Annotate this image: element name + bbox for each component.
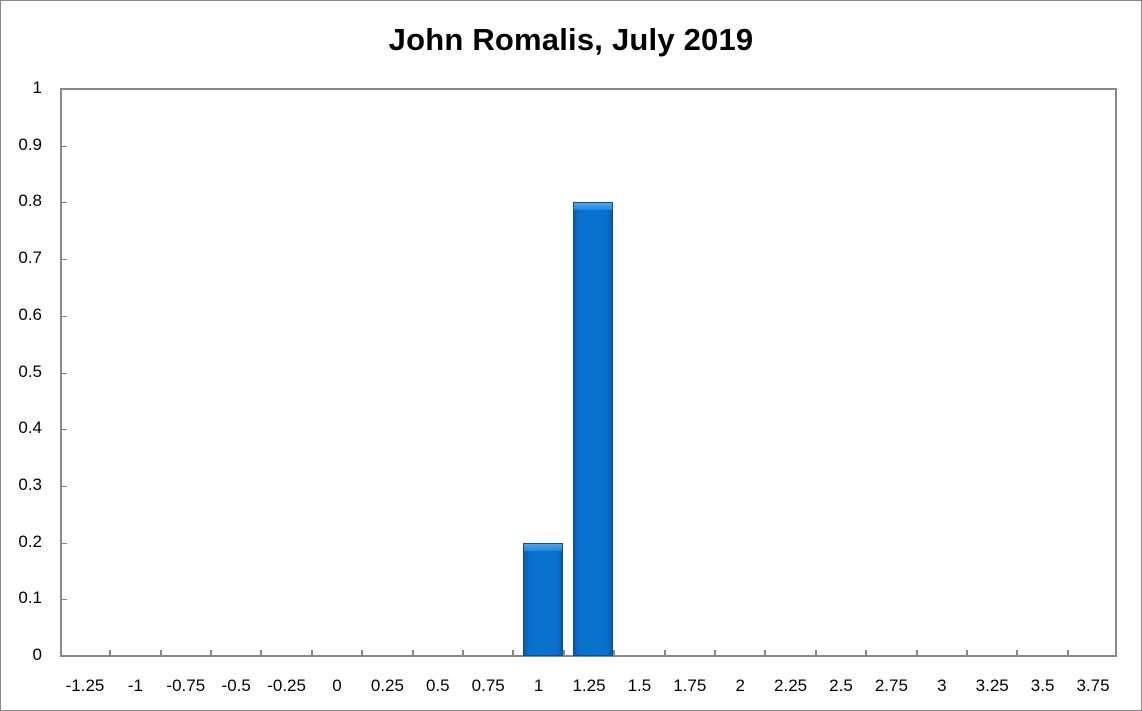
x-tick	[764, 650, 767, 657]
y-tick-label: 0.8	[18, 191, 42, 211]
x-tick-label: 1.5	[627, 676, 652, 695]
bar-1	[522, 542, 563, 656]
x-tick-label: 3.75	[1076, 676, 1110, 695]
x-tick-label: 1.75	[673, 676, 707, 695]
x-tick	[613, 650, 616, 657]
y-tick-label: 0.6	[18, 304, 42, 324]
x-tick	[814, 650, 817, 657]
x-tick	[411, 650, 414, 657]
x-tick	[1016, 650, 1019, 657]
x-tick-label: 1	[533, 676, 544, 695]
x-tick-label: -1.25	[65, 676, 105, 695]
y-tick	[62, 485, 67, 487]
x-tick	[865, 650, 868, 657]
y-tick	[62, 315, 67, 317]
y-tick-label: 0.3	[18, 474, 42, 494]
y-tick	[62, 429, 67, 431]
x-tick	[663, 650, 666, 657]
y-tick	[62, 372, 67, 374]
y-tick	[62, 599, 67, 601]
x-tick	[915, 650, 918, 657]
plot-area	[60, 88, 1117, 657]
y-tick	[62, 145, 67, 147]
x-tick-label: 0.75	[471, 676, 505, 695]
x-tick-label: 1.25	[572, 676, 606, 695]
x-tick	[1066, 650, 1069, 657]
x-tick	[260, 650, 263, 657]
x-tick	[210, 650, 212, 657]
x-tick	[361, 650, 364, 657]
x-tick	[159, 650, 162, 657]
y-tick-label: 0.1	[18, 588, 42, 608]
x-tick-label: 2.5	[829, 676, 853, 695]
x-tick-label: 0	[332, 676, 342, 695]
y-tick	[62, 202, 67, 204]
x-tick-label: 3.5	[1030, 676, 1055, 695]
x-tick	[714, 650, 716, 657]
x-tick-label: 0.5	[425, 676, 450, 695]
x-tick-label: 0.25	[370, 676, 404, 695]
y-tick-label: 0.2	[18, 531, 42, 551]
y-tick-label: 0.9	[18, 134, 42, 154]
x-tick-label: 3	[937, 676, 947, 695]
x-tick-label: -0.5	[221, 676, 251, 695]
x-tick	[966, 650, 968, 657]
x-tick	[310, 650, 313, 657]
x-tick-label: 2.25	[774, 676, 808, 695]
x-tick	[462, 650, 464, 657]
x-tick	[109, 650, 112, 657]
x-tick-label: 2	[735, 676, 745, 695]
x-tick-label: 2.75	[874, 676, 908, 695]
x-tick-label: -1	[127, 676, 143, 695]
x-tick-label: -0.25	[267, 676, 306, 695]
y-tick-label: 0.4	[18, 418, 42, 438]
x-tick	[512, 650, 515, 657]
y-tick-label: 0.7	[18, 248, 42, 268]
x-tick-label: -0.75	[166, 676, 206, 695]
x-tick	[562, 650, 565, 657]
y-tick-label: 0	[32, 645, 42, 664]
y-tick-label: 1	[32, 78, 42, 97]
y-tick	[62, 542, 67, 544]
chart-title: John Romalis, July 2019	[388, 22, 754, 57]
y-tick-label: 0.5	[18, 361, 42, 381]
bar-1.25	[573, 202, 613, 656]
y-tick	[62, 259, 67, 261]
x-tick-label: 3.25	[975, 676, 1009, 695]
